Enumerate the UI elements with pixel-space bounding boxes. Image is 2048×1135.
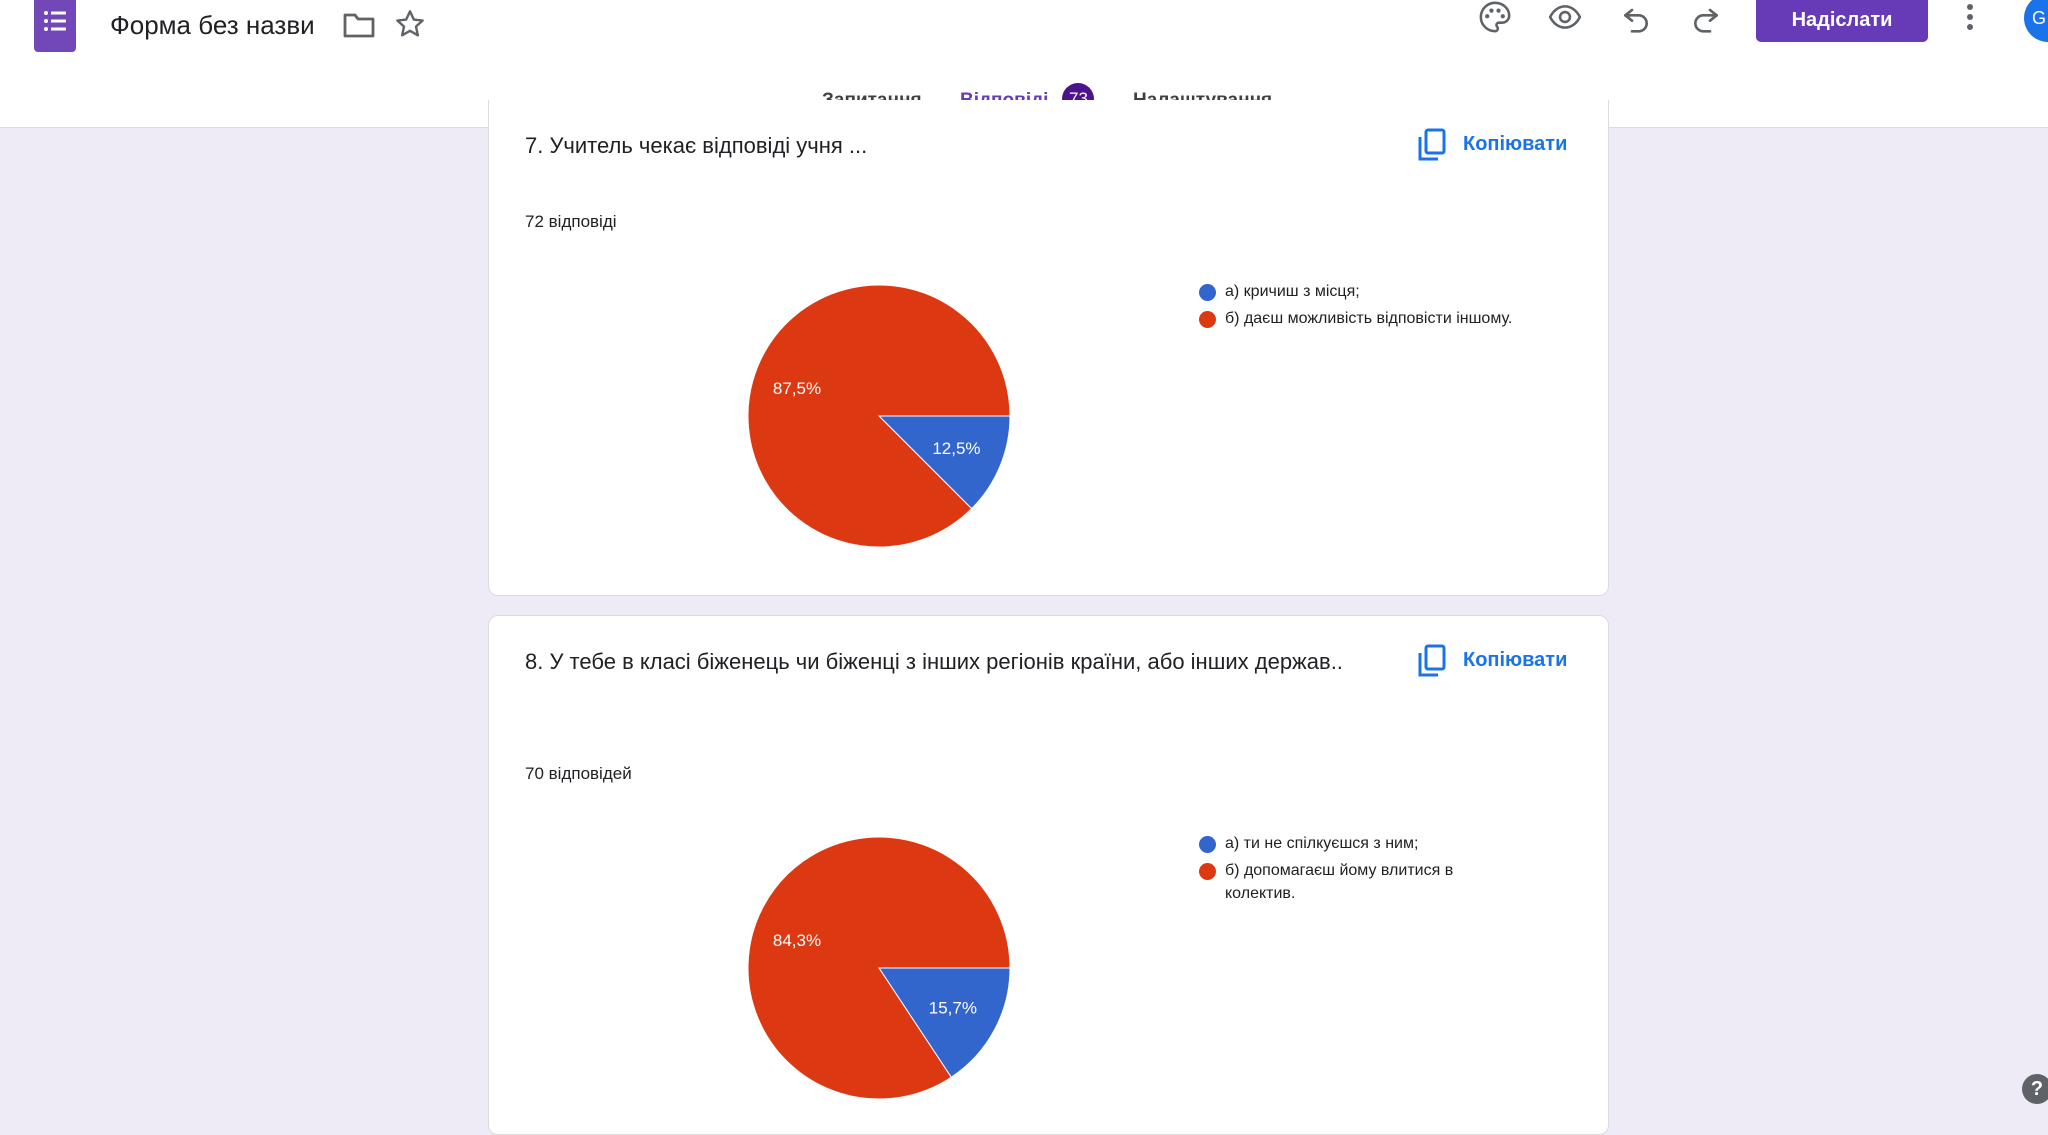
question-summary-card: 8. У тебе в класі біженець чи біженці з … — [488, 615, 1609, 1135]
pie-slice-1[interactable] — [747, 284, 1011, 548]
star-icon[interactable] — [394, 8, 426, 40]
pie-slice-label: 15,7% — [929, 999, 977, 1018]
response-count: 72 відповіді — [525, 212, 617, 231]
forms-logo-icon[interactable] — [34, 0, 76, 52]
copy-icon — [1418, 128, 1446, 161]
legend-dot-blue — [1199, 836, 1216, 853]
legend-item[interactable]: б) даєш можливість відповісти іншому. — [1199, 307, 1559, 330]
legend-dot-blue — [1199, 284, 1216, 301]
form-title[interactable]: Форма без назви — [110, 10, 315, 40]
question-title: 8. У тебе в класі біженець чи біженці з … — [525, 649, 1343, 674]
pie-chart: 12,5% 87,5% — [747, 284, 1011, 548]
legend-item[interactable]: б) допомагаєш йому влитися в колектив. — [1199, 859, 1499, 905]
legend-dot-red — [1199, 863, 1216, 880]
legend-item[interactable]: а) ти не спілкуєшся з ним; — [1199, 832, 1499, 855]
pie-slice-0[interactable] — [877, 415, 1011, 510]
question-title: 7. Учитель чекає відповіді учня ... — [525, 133, 868, 158]
undo-icon[interactable] — [1620, 2, 1652, 34]
copy-icon — [1418, 644, 1446, 677]
send-button[interactable]: Надіслати — [1756, 0, 1928, 42]
preview-eye-icon[interactable] — [1547, 0, 1583, 34]
legend-dot-red — [1199, 311, 1216, 328]
more-vert-icon[interactable] — [1964, 2, 1976, 32]
response-count: 70 відповідей — [525, 764, 632, 783]
question-summary-card: 7. Учитель чекає відповіді учня ... Копі… — [488, 100, 1609, 596]
help-icon[interactable]: ? — [2022, 1074, 2048, 1104]
folder-icon[interactable] — [342, 10, 376, 40]
pie-slice-label: 12,5% — [932, 439, 980, 458]
redo-icon[interactable] — [1690, 2, 1722, 34]
chart-legend: а) ти не спілкуєшся з ним; б) допомагаєш… — [1199, 832, 1499, 909]
pie-chart: 15,7% 84,3% — [747, 836, 1011, 1100]
pie-slice-label: 84,3% — [773, 931, 821, 950]
pie-slice-1[interactable] — [747, 836, 1011, 1100]
avatar[interactable]: G — [2024, 0, 2048, 42]
pie-slice-label: 87,5% — [773, 379, 821, 398]
palette-icon[interactable] — [1478, 0, 1512, 34]
legend-item[interactable]: а) кричиш з місця; — [1199, 280, 1559, 303]
chart-legend: а) кричиш з місця; б) даєш можливість ві… — [1199, 280, 1559, 334]
pie-slice-0[interactable] — [878, 967, 1011, 1078]
